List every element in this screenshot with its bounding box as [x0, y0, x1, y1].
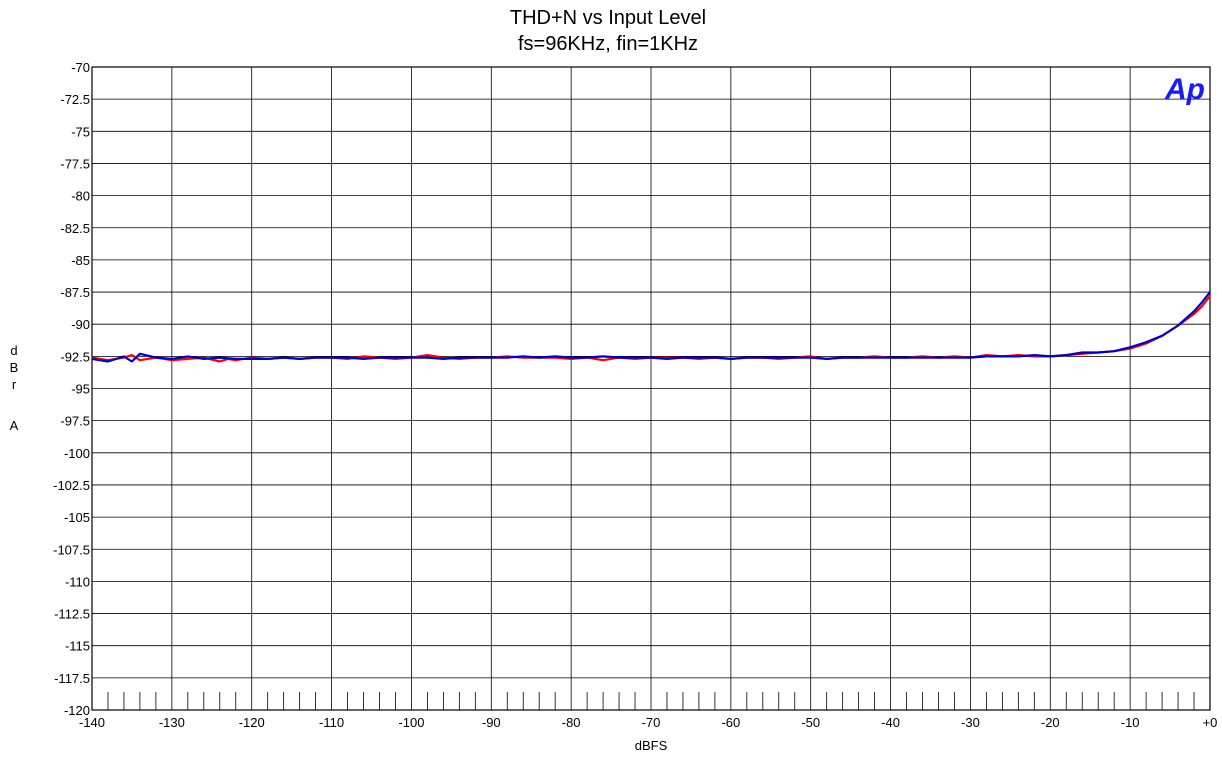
series-lines — [91, 291, 1211, 363]
y-tick-label: -82.5 — [60, 221, 90, 236]
y-tick-label: -92.5 — [60, 349, 90, 364]
y-tick-label: -72.5 — [60, 92, 90, 107]
y-axis-label-letter: A — [10, 418, 19, 433]
y-axis-label-letter: B — [10, 360, 19, 375]
series-line — [91, 291, 1211, 363]
y-tick-label: -75 — [71, 124, 90, 139]
plot-frame — [91, 66, 1211, 711]
y-tick-label: -90 — [71, 317, 90, 332]
x-tick-label: -30 — [961, 715, 980, 730]
y-tick-label: -102.5 — [53, 478, 90, 493]
x-tick-label: -50 — [801, 715, 820, 730]
y-tick-label: -117.5 — [54, 671, 90, 686]
x-tick-label: -130 — [159, 715, 185, 730]
y-tick-label: -85 — [71, 253, 90, 268]
x-tick-label: -110 — [319, 715, 344, 730]
x-tick-label: -40 — [881, 715, 900, 730]
y-axis-label-letter: d — [10, 343, 17, 358]
x-tick-label: -140 — [79, 715, 105, 730]
y-tick-label: -77.5 — [60, 156, 90, 171]
y-tick-label: -80 — [71, 189, 90, 204]
chart-title: THD+N vs Input Level — [510, 7, 706, 29]
minor-ticks — [107, 692, 1195, 710]
x-tick-label: -80 — [562, 715, 581, 730]
x-axis-label: dBFS — [635, 738, 668, 753]
x-tick-label: -70 — [642, 715, 661, 730]
x-tick-labels: -140 -130 -120 -110 -100 -90 -80 -70 -60 -50 -40 -3… — [79, 715, 1217, 730]
y-tick-label: -100 — [64, 446, 90, 461]
x-tick-label: -60 — [721, 715, 740, 730]
y-tick-label: -120 — [64, 703, 90, 718]
y-tick-label: -95 — [71, 382, 90, 397]
y-tick-label: -97.5 — [60, 414, 90, 429]
x-tick-label: -10 — [1121, 715, 1140, 730]
y-tick-labels: -70 -72.5 -75 -77.5 -80 -82.5 -85 -87.5 -90 -92.5… — [53, 60, 90, 718]
y-tick-label: -112.5 — [54, 607, 90, 622]
y-tick-label: -115 — [65, 639, 90, 654]
y-tick-label: -87.5 — [60, 285, 90, 300]
y-tick-label: -70 — [71, 60, 90, 75]
x-tick-label: -100 — [398, 715, 424, 730]
y-tick-label: -105 — [64, 510, 90, 525]
x-tick-label: -120 — [239, 715, 265, 730]
y-tick-label: -107.5 — [53, 542, 90, 557]
grid-lines — [91, 66, 1211, 711]
y-axis-label: dBr A — [10, 343, 19, 433]
x-tick-label: +0 — [1203, 715, 1218, 730]
x-tick-label: -20 — [1041, 715, 1060, 730]
x-tick-label: -90 — [482, 715, 501, 730]
y-axis-label-letter: r — [12, 377, 17, 392]
y-tick-label: -110 — [65, 574, 90, 589]
ap-logo: Ap — [1164, 73, 1205, 106]
chart-subtitle: fs=96KHz, fin=1KHz — [518, 33, 698, 55]
